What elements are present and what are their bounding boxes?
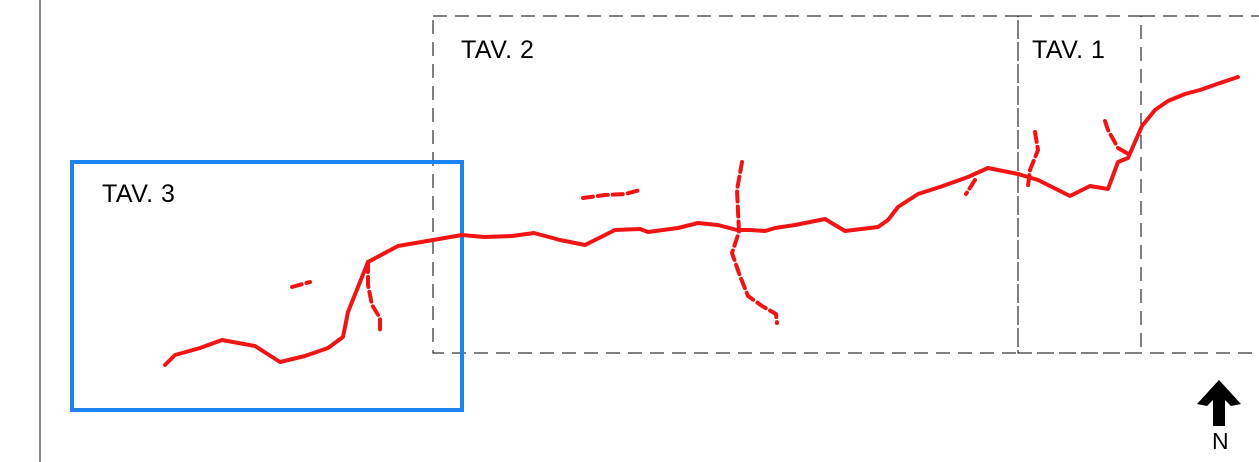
- sheet-frames: [432, 15, 1259, 354]
- branch-route-east-a[interactable]: [1026, 130, 1041, 188]
- branch-route-crossing[interactable]: [729, 160, 779, 325]
- branch-route-south[interactable]: [366, 260, 382, 332]
- north-label: N: [1212, 428, 1229, 454]
- secondary-routes: [290, 119, 1132, 332]
- sheet-label-tav2: TAV. 2: [461, 36, 535, 64]
- branch-route-north-west[interactable]: [581, 188, 642, 200]
- sheet-frame-tav3[interactable]: [70, 160, 464, 412]
- sheet-frame-tav1[interactable]: [1017, 15, 1142, 354]
- branch-route-east-b[interactable]: [1103, 119, 1132, 157]
- sheet-frame-tav2[interactable]: [432, 15, 1019, 354]
- sheet-label-tav3: TAV. 3: [102, 180, 176, 208]
- branch-route-short-west[interactable]: [290, 280, 312, 289]
- sheet-label-tav1: TAV. 1: [1032, 36, 1106, 64]
- main-route-line[interactable]: [163, 75, 1240, 367]
- branch-route-spur[interactable]: [964, 178, 977, 196]
- north-arrow-icon: [1197, 380, 1241, 426]
